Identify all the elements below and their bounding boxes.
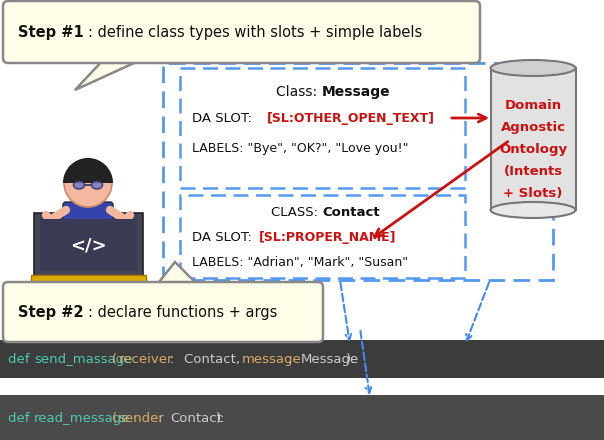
Wedge shape	[63, 158, 113, 183]
Text: :: :	[288, 352, 296, 366]
Polygon shape	[155, 262, 200, 287]
Bar	[31, 275, 146, 283]
Text: Agnostic: Agnostic	[501, 121, 565, 133]
Text: read_message: read_message	[34, 411, 130, 425]
Text: </>: </>	[69, 236, 106, 254]
Text: LABELS: "Bye", "OK?", "Love you!": LABELS: "Bye", "OK?", "Love you!"	[192, 142, 408, 154]
FancyBboxPatch shape	[163, 63, 553, 280]
Text: [SL:PROPER_NAME]: [SL:PROPER_NAME]	[259, 231, 396, 243]
Text: [SL:OTHER_OPEN_TEXT]: [SL:OTHER_OPEN_TEXT]	[267, 111, 435, 125]
Text: :: :	[158, 411, 166, 425]
FancyBboxPatch shape	[490, 68, 576, 210]
FancyBboxPatch shape	[3, 1, 480, 63]
Text: Message: Message	[322, 85, 391, 99]
Circle shape	[64, 159, 112, 207]
Text: :: :	[170, 352, 179, 366]
Text: (Intents: (Intents	[504, 165, 562, 177]
FancyBboxPatch shape	[180, 195, 465, 278]
Text: : define class types with slots + simple labels: : define class types with slots + simple…	[88, 25, 422, 40]
Text: Ontology: Ontology	[499, 143, 567, 155]
Text: def: def	[8, 352, 34, 366]
Text: DA SLOT:: DA SLOT:	[192, 111, 252, 125]
FancyBboxPatch shape	[3, 282, 323, 342]
Text: LABELS: "Adrian", "Mark", "Susan": LABELS: "Adrian", "Mark", "Susan"	[192, 256, 408, 268]
Ellipse shape	[74, 181, 85, 189]
Polygon shape	[75, 58, 145, 90]
FancyBboxPatch shape	[180, 68, 465, 188]
Text: Class:: Class:	[277, 85, 322, 99]
Text: CLASS:: CLASS:	[271, 205, 322, 219]
Text: : declare functions + args: : declare functions + args	[88, 304, 277, 319]
Text: Contact: Contact	[170, 411, 222, 425]
Ellipse shape	[490, 60, 576, 76]
Text: (: (	[112, 411, 117, 425]
FancyBboxPatch shape	[40, 219, 137, 271]
Bar	[0, 395, 604, 440]
Text: Step #1: Step #1	[18, 25, 84, 40]
Text: send_massage: send_massage	[34, 352, 132, 366]
FancyBboxPatch shape	[63, 202, 113, 243]
Text: ):: ):	[346, 352, 356, 366]
Text: Contact: Contact	[322, 205, 380, 219]
Text: Step #2: Step #2	[18, 304, 83, 319]
Text: ):: ):	[216, 411, 225, 425]
Text: def: def	[8, 411, 34, 425]
Text: DA SLOT:: DA SLOT:	[192, 231, 252, 243]
Text: Contact,: Contact,	[184, 352, 244, 366]
Text: sender: sender	[118, 411, 164, 425]
Ellipse shape	[490, 202, 576, 218]
Text: (: (	[112, 352, 117, 366]
Text: receiver: receiver	[118, 352, 173, 366]
Text: message: message	[242, 352, 302, 366]
Ellipse shape	[91, 181, 103, 189]
Text: Domain: Domain	[504, 99, 562, 111]
Text: + Slots): + Slots)	[503, 187, 563, 199]
Bar	[0, 340, 604, 378]
FancyBboxPatch shape	[34, 213, 143, 277]
Text: Message: Message	[301, 352, 359, 366]
